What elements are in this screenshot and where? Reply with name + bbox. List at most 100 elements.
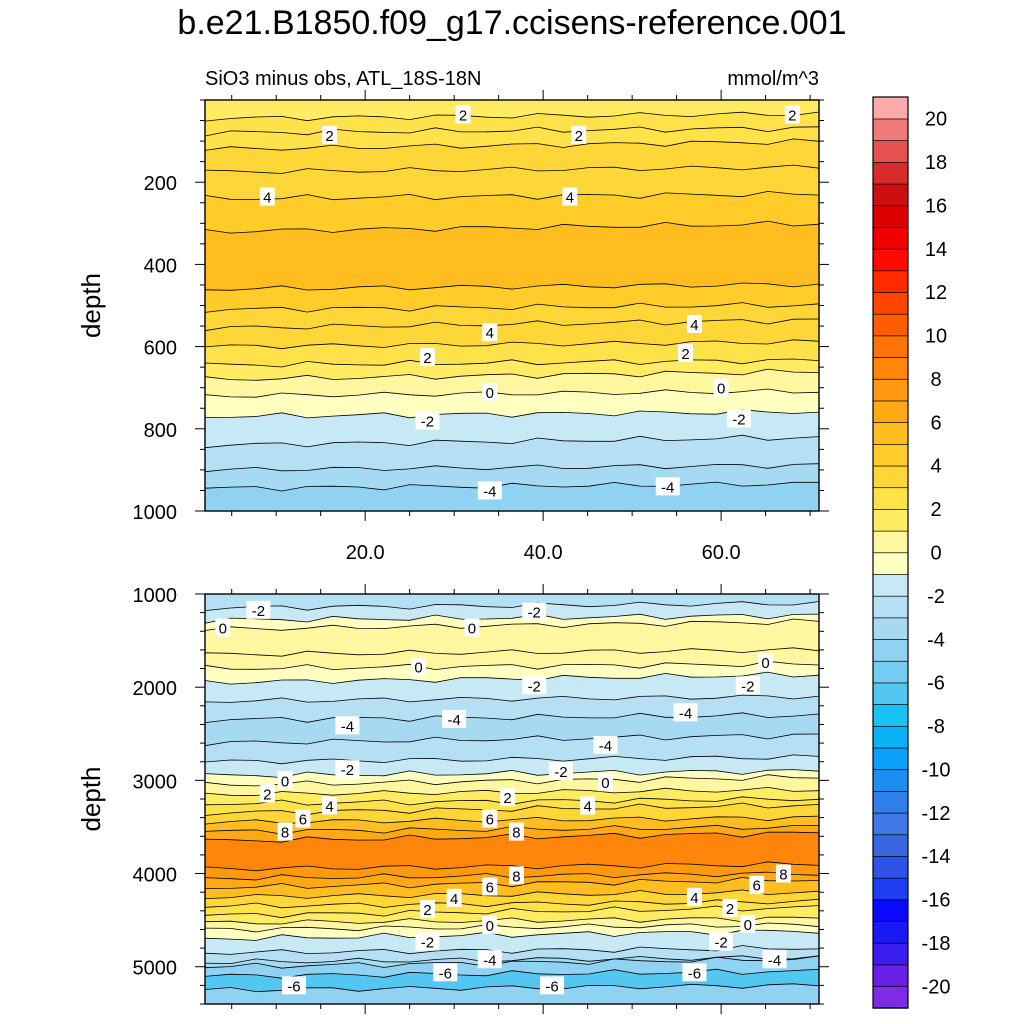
- contour-label: -4: [593, 735, 618, 755]
- contour-label: 4: [259, 187, 275, 207]
- lower-contour-line: [205, 712, 819, 723]
- contour-label: 4: [580, 796, 596, 816]
- contour-label: 0: [597, 773, 613, 792]
- lower-contour-line: [205, 945, 819, 955]
- contour-label-box: [419, 899, 435, 918]
- contour-label-box: [335, 716, 360, 735]
- colorbar-swatch: [872, 855, 909, 879]
- lower-contour-line: [205, 916, 819, 925]
- contour-label-text: -2: [421, 414, 434, 431]
- contour-label-text: -4: [483, 952, 496, 969]
- contour-label: -4: [477, 481, 502, 500]
- contour-label-box: [571, 125, 587, 144]
- contour-label: -2: [735, 676, 760, 695]
- contour-label-box: [713, 378, 729, 397]
- contour-label: -4: [477, 950, 502, 969]
- figure-title: b.e21.B1850.f09_g17.ccisens-reference.00…: [177, 4, 847, 42]
- contour-label: 6: [749, 875, 765, 895]
- contour-label: 2: [722, 899, 738, 918]
- contour-label-box: [322, 796, 338, 815]
- colorbar-swatch: [872, 769, 909, 792]
- contour-label-box: [215, 618, 231, 637]
- contour-label-text: 2: [681, 346, 689, 363]
- colorbar-swatch: [872, 530, 909, 554]
- contour-label-box: [740, 914, 756, 933]
- lower-contour-line: [205, 733, 819, 747]
- upper-contour-line: [205, 481, 819, 492]
- upper-contour-line: [205, 409, 819, 419]
- lower-y-tick-label: 1000: [133, 585, 178, 607]
- lower-contour-line: [205, 922, 819, 933]
- contour-label-box: [540, 976, 565, 995]
- contour-label-box: [597, 773, 613, 792]
- contour-label-text: -2: [528, 605, 541, 622]
- upper-contour-line: [205, 126, 819, 137]
- lower-contour-line: [205, 660, 819, 671]
- colorbar-swatch: [872, 573, 909, 597]
- contour-label: 0: [482, 382, 498, 402]
- contour-label: 4: [562, 187, 578, 207]
- contour-label: 0: [277, 771, 293, 790]
- contour-label-box: [482, 809, 498, 828]
- contour-label-box: [322, 125, 338, 144]
- contour-label-box: [655, 477, 680, 496]
- colorbar-tick-label: 0: [930, 543, 941, 565]
- colorbar-swatch: [872, 356, 909, 380]
- colorbar-tick-label: -20: [922, 976, 951, 998]
- contour-label-box: [593, 735, 618, 754]
- colorbar-swatch: [872, 422, 909, 445]
- contour-label-text: 2: [263, 786, 271, 803]
- lower-y-tick-label: 4000: [133, 865, 178, 887]
- contour-label: -2: [415, 411, 440, 431]
- contour-label-text: -4: [483, 483, 496, 500]
- contour-label-text: -2: [741, 678, 754, 695]
- upper-fill-bands: [205, 100, 819, 511]
- colorbar-swatch: [872, 400, 909, 424]
- contour-label: 4: [686, 314, 702, 334]
- contour-label: -2: [726, 409, 751, 429]
- contour-label-box: [277, 822, 293, 841]
- contour-label-text: -4: [447, 712, 460, 729]
- colorbar-swatch: [872, 638, 909, 662]
- lower-contour-labels: -2 -20 00 0-2 -2-4-4-4-4-2 -20 02 24 46 68 88 86 64 4…: [215, 600, 791, 995]
- upper-contour-line: [205, 190, 819, 201]
- lower-contour-line: [205, 647, 819, 657]
- contour-label: -4: [335, 716, 360, 735]
- contour-label-text: 0: [744, 917, 752, 934]
- contour-label-text: 0: [468, 621, 476, 638]
- contour-label: -2: [415, 932, 440, 952]
- contour-label-text: 0: [414, 660, 422, 677]
- colorbar-frame: [872, 96, 909, 1009]
- upper-contour-band: [205, 481, 819, 511]
- upper-contour-lines: [205, 111, 819, 492]
- colorbar-tick-label: -14: [922, 846, 951, 868]
- colorbar-swatch: [872, 313, 909, 337]
- contour-label-box: [482, 877, 498, 896]
- contour-label: 8: [775, 864, 791, 884]
- colorbar-swatch: [872, 291, 909, 315]
- contour-label-text: -2: [341, 762, 354, 779]
- panel-subtitle-left: SiO3 minus obs, ATL_18S-18N: [205, 68, 481, 90]
- contour-label-box: [477, 481, 502, 500]
- upper-contour-line: [205, 302, 819, 313]
- lower-contour-line: [205, 898, 819, 909]
- lower-contour-line: [205, 905, 819, 919]
- contour-label: -2: [335, 760, 360, 779]
- contour-label-text: 8: [512, 825, 520, 842]
- contour-label-text: 6: [753, 878, 761, 895]
- upper-y-tick-label: 600: [144, 338, 177, 360]
- lower-y-tick-label: 5000: [133, 958, 178, 980]
- contour-label-text: -2: [554, 764, 567, 781]
- contour-label-text: 4: [486, 325, 494, 342]
- lower-contour-line: [205, 694, 819, 703]
- contour-label-box: [673, 703, 698, 722]
- colorbar-tick-label: -12: [922, 803, 951, 825]
- lower-contour-line: [205, 968, 819, 979]
- contour-label: -4: [442, 709, 467, 729]
- colorbar-tick-label: -6: [927, 673, 945, 695]
- colorbar-swatch: [872, 378, 909, 402]
- contour-label-box: [758, 653, 774, 672]
- upper-contour-line: [205, 138, 819, 151]
